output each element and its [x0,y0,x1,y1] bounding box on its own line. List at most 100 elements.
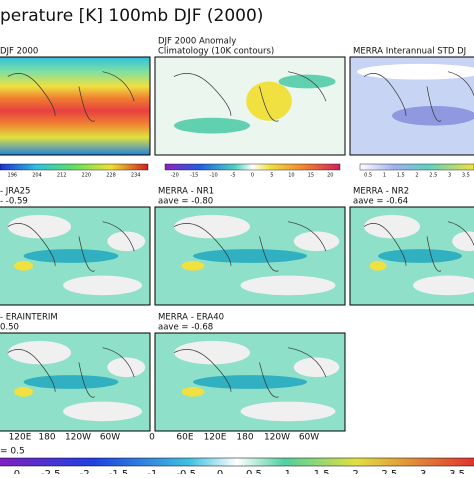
colorbar-tick-label: 10 [288,173,294,179]
panel-label: DJF 2000 [0,47,38,57]
bottom-colorbar-tick-label: -2 [80,469,90,474]
colorbar-tick-label: 196 [8,173,18,179]
panel-label: aave = -0.80 [158,197,213,207]
field [452,231,474,252]
field [107,357,146,378]
bottom-colorbar-tick-label: 0.5 [246,469,262,474]
panel-label: DJF 2000 Anomaly [158,37,236,47]
field [246,81,292,121]
field [7,340,71,365]
colorbar-tick-label: 1.5 [397,173,405,179]
field [174,117,250,134]
panel-label: aave = -0.64 [353,197,408,207]
colorbar [164,163,341,171]
bottom-colorbar-tick-label: 2 [352,469,358,474]
field [181,260,205,271]
field [378,249,462,263]
field [193,249,307,263]
figure-title: perature [K] 100mb DJF (2000) [0,6,263,26]
bottom-colorbar-tick-label: -2.5 [41,469,61,474]
bottom-colorbar-tick-label: -1 [147,469,157,474]
field [240,275,336,296]
field [181,386,205,397]
field [369,260,387,271]
coastline [363,71,474,122]
field [174,340,250,365]
field [14,386,34,397]
map [0,56,151,156]
colorbar [359,163,474,171]
panel-label: Climatology (10K contours) [158,47,274,57]
field [413,275,474,296]
colorbar-tick-label: 2.5 [429,173,437,179]
bottom-colorbar-tick-label: 3.5 [449,469,465,474]
field [293,357,340,378]
bottom-colorbar-tick-label: 0 [14,469,20,474]
field [357,63,474,80]
bottom-colorbar-tick-label: -1.5 [109,469,129,474]
panel-label: MERRA - NR2 [353,187,409,197]
colorbar-tick-label: 204 [32,173,42,179]
field [63,401,143,422]
panel-label: 0.50 [0,323,19,333]
x-axis-label: 60W [299,433,319,443]
colorbar-tick-label: 234 [131,173,141,179]
field [293,231,340,252]
bottom-colorbar-tick-label: 0 [217,469,223,474]
colorbar-tick-label: 1 [383,173,386,179]
x-axis-label: 180 [236,433,253,443]
colorbar-tick-label: 2 [415,173,418,179]
colorbar-tick-label: 20 [327,173,333,179]
colorbar-tick-label: 3.5 [462,173,470,179]
field [364,214,420,239]
x-axis-label: 60E [176,433,193,443]
field [63,275,143,296]
colorbar-tick-label: -15 [190,173,198,179]
coastline [173,347,327,398]
colorbar-tick-label: 0.5 [364,173,372,179]
colorbar-tick-label: 0 [251,173,254,179]
x-axis-label: 0 [149,433,155,443]
bottom-note: = 0.5 [0,447,25,457]
coastline [363,221,474,272]
bottom-colorbar [0,457,474,467]
colorbar-tick-label: 5 [270,173,273,179]
panel-label: - -0.59 [0,197,28,207]
field [14,260,34,271]
colorbar-tick-label: -20 [171,173,179,179]
panel-label: MERRA - NR1 [158,187,214,197]
bottom-colorbar-tick-label: 3 [420,469,426,474]
field [7,214,71,239]
colorbar-tick-label: 3 [448,173,451,179]
x-axis-label: 120E [204,433,227,443]
panel-label: - ERAINTERIM [0,313,58,323]
colorbar-tick-label: 212 [57,173,67,179]
colorbar-tick-label: -5 [231,173,236,179]
panel-label: aave = -0.68 [158,323,213,333]
field [23,249,119,263]
field [240,401,336,422]
coastline [7,221,135,272]
panel-label: MERRA - ERA40 [158,313,224,323]
coastline [173,71,327,122]
field [392,106,474,126]
x-axis-label: 120W [65,433,91,443]
x-axis-label: 120E [9,433,32,443]
field [23,375,119,389]
colorbar [0,163,149,171]
x-axis-label: 60W [100,433,120,443]
panel-label: - JRA25 [0,187,30,197]
x-axis-label: 120W [264,433,290,443]
coastline [7,347,135,398]
x-axis-label: 180 [38,433,55,443]
colorbar-tick-label: 15 [308,173,314,179]
bottom-colorbar-tick-label: 1 [285,469,291,474]
colorbar-tick-label: 220 [82,173,92,179]
field [278,74,336,89]
bottom-colorbar-tick-label: -0.5 [176,469,196,474]
bottom-colorbar-tick-label: 2.5 [381,469,397,474]
field [174,214,250,239]
panel-label: MERRA Interannual STD DJ [353,47,466,57]
field [107,231,146,252]
